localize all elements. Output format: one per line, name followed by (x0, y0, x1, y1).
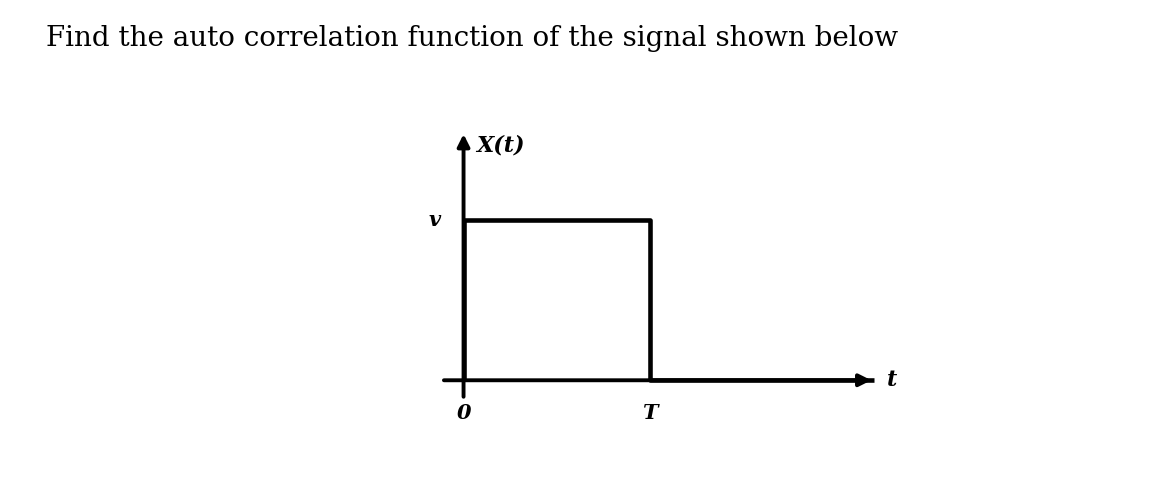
Text: 0: 0 (456, 403, 471, 423)
Text: v: v (429, 210, 441, 230)
Text: T: T (642, 403, 658, 423)
Text: Find the auto correlation function of the signal shown below: Find the auto correlation function of th… (46, 25, 898, 52)
Text: X(t): X(t) (477, 134, 525, 157)
Text: t: t (887, 369, 898, 391)
